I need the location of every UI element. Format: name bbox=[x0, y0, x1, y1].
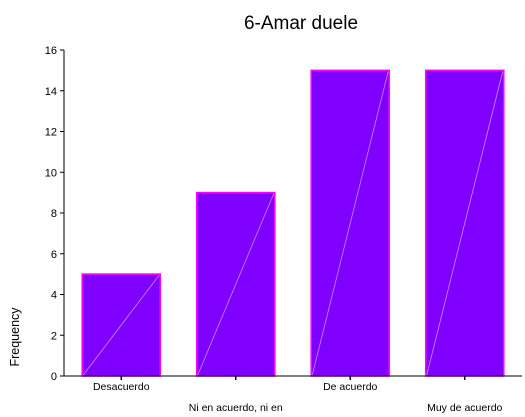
bars-group bbox=[81, 69, 505, 377]
y-tick-label: 12 bbox=[45, 127, 57, 139]
y-tick-label: 2 bbox=[51, 330, 57, 342]
bar-3 bbox=[310, 69, 391, 377]
y-tick-label: 14 bbox=[45, 86, 57, 98]
x-category-label: De acuerdo bbox=[323, 381, 377, 393]
y-tick-label: 10 bbox=[45, 167, 57, 179]
bar-4 bbox=[424, 69, 505, 377]
chart-title: 6-Amar duele bbox=[244, 13, 358, 34]
x-category-label: Ni en acuerdo, ni en bbox=[189, 402, 283, 414]
bar-1 bbox=[81, 273, 162, 377]
x-category-label: Desacuerdo bbox=[93, 381, 150, 393]
y-tick-label: 6 bbox=[51, 249, 57, 261]
y-tick-label: 8 bbox=[51, 208, 57, 220]
y-tick-label: 16 bbox=[45, 45, 57, 57]
x-category-label: Muy de acuerdo bbox=[427, 402, 502, 414]
x-axis: Desacuerdo Ni en acuerdo, ni en De acuerdo… bbox=[64, 375, 522, 414]
y-tick-label: 4 bbox=[51, 290, 57, 302]
y-axis-label: Frequency bbox=[8, 307, 22, 367]
bar-2 bbox=[195, 191, 276, 377]
y-axis: 0 2 4 6 8 10 12 14 16 bbox=[45, 45, 65, 383]
y-tick-label: 0 bbox=[51, 371, 57, 383]
